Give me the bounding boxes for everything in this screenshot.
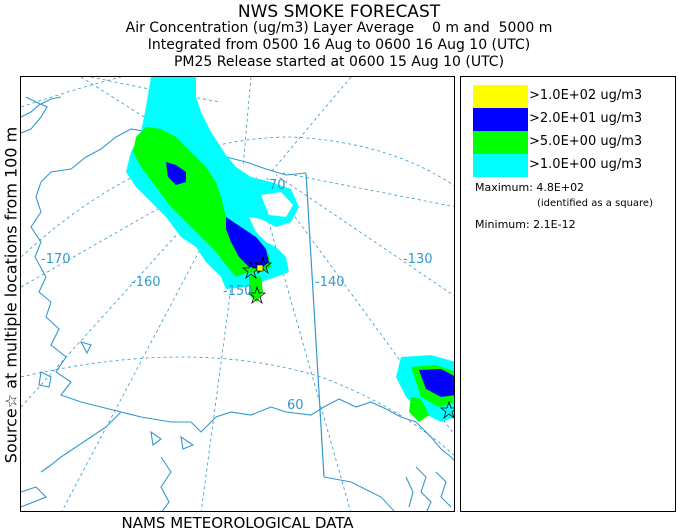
- integration-period: Integrated from 0500 16 Aug to 0600 16 A…: [147, 37, 531, 53]
- legend-label: >2.0E+01 ug/m3: [529, 111, 643, 126]
- legend-item: >5.0E+00 ug/m3: [473, 131, 673, 154]
- legend-label: >1.0E+02 ug/m3: [529, 88, 643, 103]
- release-info: PM25 Release started at 0600 15 Aug 10 (…: [173, 54, 505, 70]
- legend-swatch-cyan: [473, 154, 528, 177]
- plume-tail: [249, 275, 263, 302]
- smoke-plume: [126, 77, 454, 422]
- lon-label-140: -140: [315, 275, 345, 290]
- plume-se-blue: [419, 369, 454, 397]
- source-star-icon: [247, 285, 267, 305]
- lat-label-70: 70: [269, 178, 286, 193]
- source-star-icon: [439, 400, 454, 420]
- legend-label: >5.0E+00 ug/m3: [529, 134, 643, 149]
- coastline: [21, 96, 454, 511]
- minimum-value: Minimum: 2.1E-12: [475, 218, 576, 231]
- source-side-label-container: Source☆ at multiple locations from 100 m: [0, 76, 22, 514]
- legend-swatch-yellow: [473, 85, 528, 108]
- maximum-note: (identified as a square): [537, 198, 653, 209]
- legend-swatch-blue: [473, 108, 528, 131]
- plume-blue-2: [166, 162, 186, 185]
- border-line: [305, 172, 325, 478]
- legend-panel: >1.0E+02 ug/m3 >2.0E+01 ug/m3 >5.0E+00 u…: [460, 76, 676, 512]
- data-source-footer: NAMS METEOROLOGICAL DATA: [121, 514, 354, 532]
- source-side-label: Source☆ at multiple locations from 100 m: [1, 126, 21, 464]
- graticule-labels: -170 -160 -150 -140 -130 70 60: [41, 178, 433, 413]
- plume-se-green-2: [409, 397, 429, 422]
- lat-label-60: 60: [287, 398, 304, 413]
- legend-item: >2.0E+01 ug/m3: [473, 108, 673, 131]
- lon-label-150: -150: [223, 284, 253, 299]
- border-line-south: [323, 476, 395, 511]
- maximum-square: [256, 264, 264, 272]
- legend-swatch-green: [473, 131, 528, 154]
- lon-label-130: -130: [403, 252, 433, 267]
- forecast-title: NWS SMOKE FORECAST: [237, 2, 441, 22]
- maximum-value: Maximum: 4.8E+02: [475, 181, 585, 194]
- lon-label-160: -160: [131, 275, 161, 290]
- concentration-subtitle: Air Concentration (ug/m3) Layer Average …: [125, 20, 553, 36]
- legend-label: >1.0E+00 ug/m3: [529, 157, 643, 172]
- map-canvas: -170 -160 -150 -140 -130 70 60: [21, 77, 454, 511]
- legend-item: >1.0E+00 ug/m3: [473, 154, 673, 177]
- plume-blue: [226, 217, 269, 269]
- plume-gap: [261, 192, 293, 217]
- lon-label-170: -170: [41, 252, 71, 267]
- legend-item: >1.0E+02 ug/m3: [473, 85, 673, 108]
- smoke-map: -170 -160 -150 -140 -130 70 60: [20, 76, 455, 512]
